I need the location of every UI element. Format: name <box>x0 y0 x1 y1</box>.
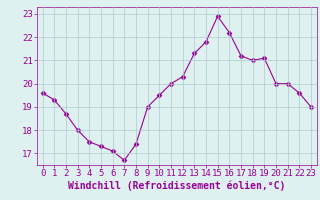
X-axis label: Windchill (Refroidissement éolien,°C): Windchill (Refroidissement éolien,°C) <box>68 181 285 191</box>
